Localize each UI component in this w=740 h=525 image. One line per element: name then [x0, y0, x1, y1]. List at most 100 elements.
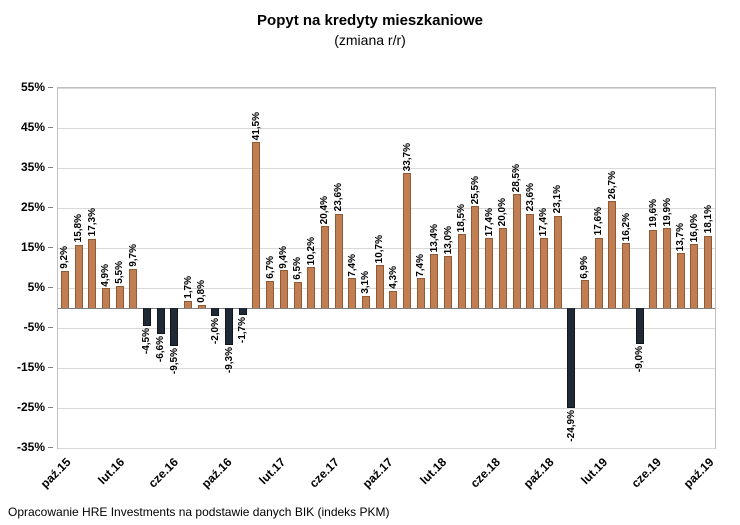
- bar: [60, 271, 69, 308]
- bar: [320, 226, 329, 308]
- y-axis-tick: [48, 407, 53, 408]
- bar-value-label: -24,9%: [565, 409, 577, 442]
- bar-value-label: 23,6%: [333, 183, 345, 212]
- bar-value-label: 10,7%: [374, 234, 386, 264]
- bar: [676, 253, 685, 308]
- bar: [361, 295, 370, 308]
- bar-value-label: 5,5%: [114, 261, 126, 284]
- bar-value-label: 7,4%: [346, 253, 358, 277]
- y-axis-label: 15%: [20, 240, 45, 254]
- bar-value-label: -2,0%: [209, 318, 221, 345]
- gridline: [58, 88, 715, 89]
- bar-value-label: 13,4%: [428, 224, 440, 253]
- x-axis-label: lut.18: [416, 455, 450, 488]
- y-axis-tick: [48, 127, 53, 128]
- bar: [416, 278, 425, 308]
- bar-value-label: 17,4%: [538, 208, 550, 237]
- bar: [375, 265, 384, 308]
- gridline: [58, 328, 715, 329]
- bar: [348, 278, 357, 308]
- y-axis-label: 45%: [20, 120, 45, 134]
- x-axis-label: paź.15: [37, 455, 74, 491]
- gridline: [58, 168, 715, 169]
- bar-value-label: 9,4%: [278, 245, 290, 269]
- plot-area: 9,2% 15,8% 17,3% 4,9% 5,5% 9,7% -4,5% -6,6% -9,5…: [57, 87, 716, 449]
- bar: [539, 238, 548, 308]
- bar: [444, 256, 453, 308]
- bar: [457, 234, 466, 308]
- bar-value-label: 18,5%: [456, 203, 468, 232]
- bar-value-label: 16,2%: [620, 212, 632, 242]
- bar: [74, 244, 83, 308]
- bar-value-label: 23,1%: [552, 185, 564, 214]
- bar: [170, 308, 179, 346]
- bar-value-label: -1,7%: [237, 316, 249, 343]
- y-axis-tick: [48, 167, 53, 168]
- bar: [608, 201, 617, 308]
- bar-value-label: 17,3%: [86, 208, 98, 237]
- y-axis-label: 25%: [20, 200, 45, 214]
- x-axis-label: cze.18: [467, 455, 503, 491]
- bar: [567, 308, 576, 408]
- y-axis-label: -5%: [23, 320, 45, 334]
- x-axis-label: cze.16: [145, 455, 181, 491]
- bar-value-label: 3,1%: [360, 270, 372, 294]
- bar-value-label: -6,6%: [155, 336, 167, 363]
- bar: [197, 304, 206, 308]
- x-axis-label: lut.16: [95, 455, 128, 488]
- bar-value-label: 20,4%: [319, 196, 331, 225]
- x-axis-label: lut.17: [256, 455, 289, 488]
- bar-value-label: 6,9%: [579, 255, 591, 279]
- x-axis-label: cze.17: [306, 455, 342, 491]
- gridline: [58, 368, 715, 369]
- gridline: [58, 288, 715, 289]
- chart-title: Popyt na kredyty mieszkaniowe: [257, 12, 483, 29]
- bar-value-label: 25,5%: [469, 175, 481, 204]
- x-axis-label: cze.19: [628, 455, 664, 491]
- bar-value-label: 4,3%: [387, 266, 399, 289]
- y-axis-label: -35%: [16, 440, 45, 454]
- gridline: [58, 448, 715, 449]
- y-axis-label: 5%: [27, 280, 45, 294]
- bar: [266, 281, 275, 308]
- x-axis: paź.15 lut.16 cze.16 paź.16 lut.17 cze.17 paź.…: [38, 449, 718, 507]
- y-axis: 55% 45% 35% 25% 15% 5% -5% -15% -25% -35%: [0, 80, 55, 454]
- bar-value-label: 18,1%: [702, 205, 714, 234]
- bar: [115, 286, 124, 308]
- bar: [498, 228, 507, 308]
- x-axis-label: paź.19: [681, 455, 718, 491]
- x-axis-label: paź.17: [359, 455, 396, 491]
- bar: [635, 308, 644, 344]
- bar: [293, 282, 302, 308]
- bar-value-label: 4,9%: [100, 263, 112, 287]
- y-axis-label: 55%: [20, 80, 45, 94]
- bar-value-label: 0,8%: [196, 280, 208, 303]
- zero-axis-line: [58, 308, 715, 309]
- bar: [403, 173, 412, 308]
- bar: [704, 235, 713, 308]
- bar-value-label: 10,2%: [305, 236, 317, 266]
- x-axis-label: lut.19: [577, 455, 610, 488]
- bar: [430, 254, 439, 308]
- bar: [88, 238, 97, 308]
- chart-area: 55% 45% 35% 25% 15% 5% -5% -15% -25% -35% 9,2% 15,…: [0, 80, 740, 507]
- x-axis-label: paź.18: [520, 455, 557, 491]
- bar: [690, 244, 699, 308]
- gridline: [58, 248, 715, 249]
- bar: [512, 194, 521, 308]
- y-axis-label: 35%: [20, 160, 45, 174]
- bar: [184, 301, 193, 308]
- bar: [663, 228, 672, 308]
- bar: [622, 243, 631, 308]
- bar-value-label: 13,7%: [675, 222, 687, 252]
- bar-value-label: 19,9%: [661, 198, 673, 227]
- bar: [129, 269, 138, 308]
- y-axis-tick: [48, 247, 53, 248]
- bar-value-label: 23,6%: [524, 183, 536, 212]
- bar: [211, 308, 220, 316]
- bar-value-label: -9,0%: [634, 346, 646, 373]
- gridline: [58, 208, 715, 209]
- bar: [594, 237, 603, 308]
- bar-value-label: 41,5%: [250, 111, 262, 140]
- bar-value-label: 16,0%: [688, 213, 700, 242]
